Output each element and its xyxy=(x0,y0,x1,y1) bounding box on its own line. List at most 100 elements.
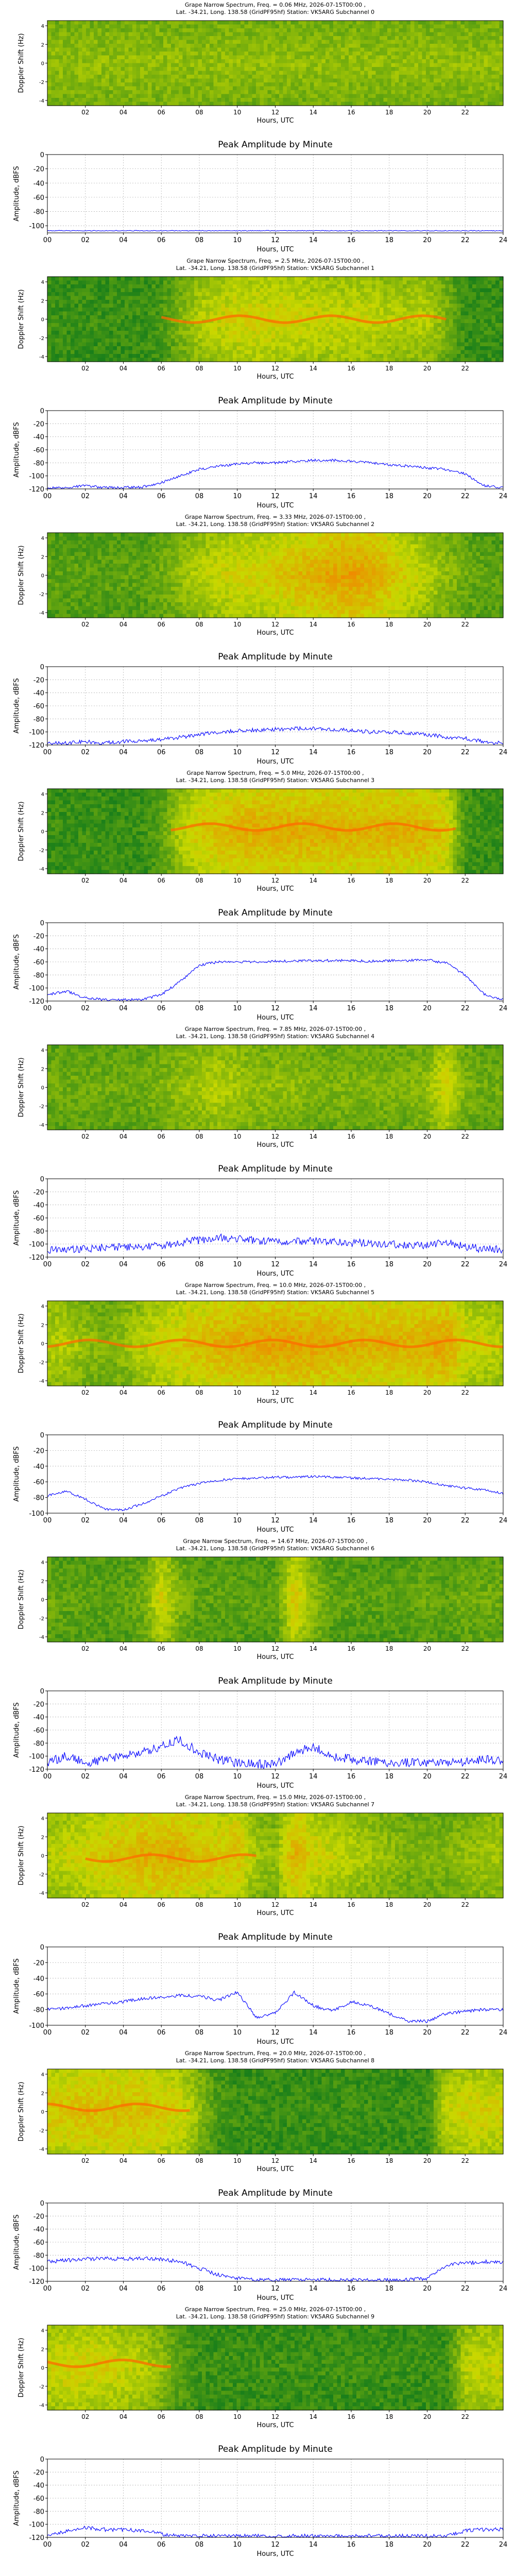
spectrogram-cell xyxy=(383,59,388,64)
spectrogram-cell xyxy=(356,24,361,29)
spectrogram-cell xyxy=(275,28,280,33)
spectrogram-cell xyxy=(499,67,504,72)
spectrogram-cell xyxy=(434,75,438,79)
spectrogram-cell xyxy=(121,36,125,41)
spectrogram-cell xyxy=(264,82,268,87)
spectrogram-cell xyxy=(287,323,291,328)
spectrogram-cell xyxy=(341,63,346,67)
spectrogram-cell xyxy=(306,308,311,312)
spectrogram-cell xyxy=(453,40,457,44)
spectrogram-cell xyxy=(159,277,164,281)
spectrogram-cell xyxy=(499,94,504,98)
spectrogram-cell xyxy=(414,311,419,316)
spectrogram-cell xyxy=(264,311,268,316)
spectrogram-cell xyxy=(233,346,237,351)
spectrogram-cell xyxy=(283,36,287,41)
spectrogram-cell xyxy=(387,24,392,29)
spectrogram-cell xyxy=(403,308,407,312)
spectrogram-cell xyxy=(337,55,341,60)
spectrogram-cell xyxy=(395,59,400,64)
spectrogram-cell xyxy=(117,358,122,362)
spectrogram-cell xyxy=(395,36,400,41)
spectrogram-cell xyxy=(441,52,446,56)
spectrogram-cell xyxy=(349,296,353,300)
spectrogram-cell xyxy=(94,40,98,44)
spectrogram-cell xyxy=(117,350,122,354)
spectrogram-cell xyxy=(406,346,411,351)
spectrogram-cell xyxy=(252,331,256,335)
spectrogram-cell xyxy=(248,55,253,60)
spectrogram-cell xyxy=(395,44,400,48)
spectrogram-cell xyxy=(74,47,79,52)
spectrogram-cell xyxy=(66,303,71,308)
spectrogram-cell xyxy=(78,40,83,44)
spectrogram-cell xyxy=(241,296,245,300)
spectrogram-cell xyxy=(97,67,102,72)
spectrogram-cell xyxy=(476,40,480,44)
spectrogram-cell xyxy=(136,308,141,312)
spectrogram-cell xyxy=(213,300,218,304)
spectrogram-cell xyxy=(314,24,318,29)
spectrogram-cell xyxy=(94,308,98,312)
spectrogram-cell xyxy=(109,288,114,293)
spectrogram-cell xyxy=(167,67,171,72)
spectrogram-cell xyxy=(449,24,454,29)
spectrogram-cell xyxy=(441,90,446,95)
spectrogram-cell xyxy=(132,63,137,67)
spectrogram-cell xyxy=(221,354,226,359)
spectrogram-cell xyxy=(225,288,230,293)
spectrogram-cell xyxy=(345,59,349,64)
spectrogram-cell xyxy=(495,98,500,103)
spectrogram-cell xyxy=(109,98,114,103)
spectrogram-cell xyxy=(47,346,52,351)
spectrogram-cell xyxy=(248,327,253,331)
spectrogram-cell xyxy=(329,292,334,297)
spectrogram-cell xyxy=(82,296,87,300)
spectrogram-cell xyxy=(449,78,454,83)
spectrogram-cell xyxy=(236,358,241,362)
spectrogram-cell xyxy=(47,319,52,324)
spectrogram-cell xyxy=(159,21,164,25)
spectrogram-cell xyxy=(422,40,426,44)
spectrogram-cell xyxy=(121,55,125,60)
spectrogram-cell xyxy=(437,311,442,316)
spectrogram-cell xyxy=(349,44,353,48)
spectrogram-cell xyxy=(167,315,171,320)
spectrogram-cell xyxy=(410,296,415,300)
spectrogram-cell xyxy=(414,47,419,52)
spectrogram-cell xyxy=(329,24,334,29)
spectrogram-cell xyxy=(47,342,52,347)
spectrogram-cell xyxy=(109,319,114,324)
spectrogram-cell xyxy=(186,40,191,44)
spectrogram-cell xyxy=(414,300,419,304)
spectrogram-cell xyxy=(248,338,253,343)
spectrogram-cell xyxy=(403,55,407,60)
spectrogram-cell xyxy=(422,292,426,297)
spectrogram-cell xyxy=(375,86,380,91)
spectrogram-cell xyxy=(194,308,199,312)
spectrogram-cell xyxy=(144,288,148,293)
spectrogram-cell xyxy=(248,323,253,328)
spectrogram-cell xyxy=(179,71,183,75)
spectrogram-cell xyxy=(94,98,98,103)
spectrogram-cell xyxy=(333,292,338,297)
spectrogram-cell xyxy=(59,98,63,103)
spectrogram-cell xyxy=(182,315,187,320)
spectrogram-cell xyxy=(82,32,87,37)
spectrogram-cell xyxy=(128,338,133,343)
spectrogram-cell xyxy=(78,63,83,67)
spectrogram-cell xyxy=(128,350,133,354)
spectrogram-cell xyxy=(182,63,187,67)
spectrogram-cell xyxy=(264,44,268,48)
spectrogram-cell xyxy=(121,67,125,72)
spectrogram-cell xyxy=(51,311,56,316)
spectrogram-cell xyxy=(445,284,450,289)
spectrogram-cell xyxy=(252,346,256,351)
spectrogram-cell xyxy=(283,292,287,297)
spectrogram-cell xyxy=(236,319,241,324)
spectrogram-cell xyxy=(97,338,102,343)
spectrogram-cell xyxy=(194,59,199,64)
spectrogram-cell xyxy=(198,82,202,87)
spectrogram-cell xyxy=(325,292,330,297)
spectrogram-cell xyxy=(352,350,357,354)
